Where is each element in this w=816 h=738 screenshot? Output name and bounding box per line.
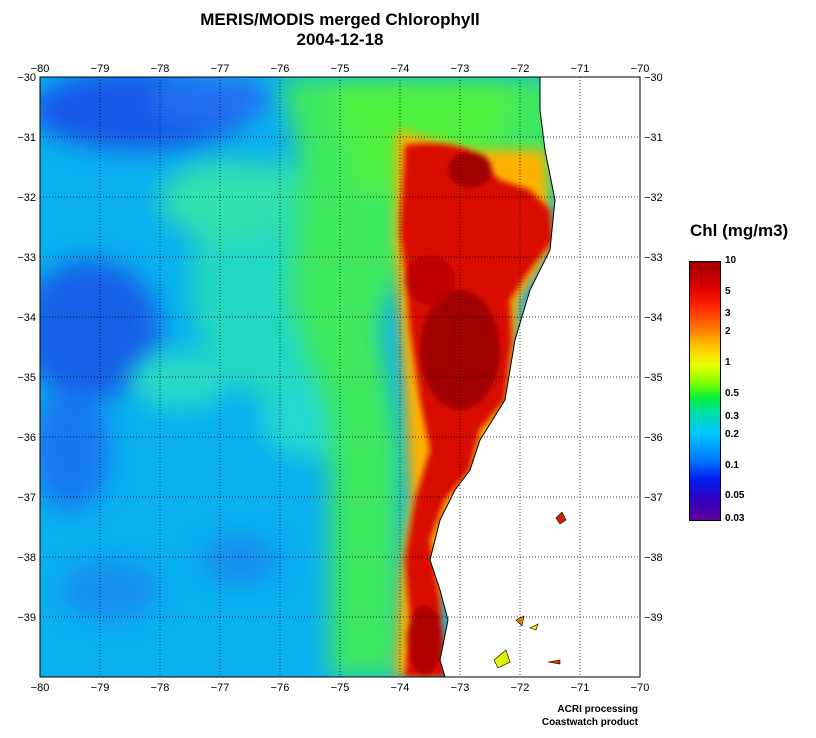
legend-title: Chl (mg/m3) <box>690 221 789 240</box>
lat-tick-left: −38 <box>17 552 36 564</box>
graticule <box>40 77 640 677</box>
lon-tick-bottom: −71 <box>571 682 590 694</box>
colorbar-label: 0.1 <box>725 459 739 471</box>
lat-tick-right: −33 <box>644 252 663 264</box>
colorbar-label: 0.05 <box>725 490 745 502</box>
lon-tick-top: −80 <box>31 63 50 75</box>
lon-tick-bottom: −78 <box>151 682 170 694</box>
lat-tick-right: −34 <box>644 312 663 324</box>
chlorophyll-field <box>40 77 640 677</box>
credit-product: Coastwatch product <box>541 717 638 728</box>
colorbar-label: 0.5 <box>725 388 739 400</box>
lon-tick-top: −75 <box>331 63 350 75</box>
lat-tick-left: −39 <box>17 612 36 624</box>
lon-tick-top: −74 <box>391 63 410 75</box>
lon-tick-bottom: −76 <box>271 682 290 694</box>
lat-tick-left: −31 <box>17 132 36 144</box>
lon-tick-top: −72 <box>511 63 530 75</box>
lat-tick-right: −39 <box>644 612 663 624</box>
map-date: 2004-12-18 <box>296 30 384 49</box>
lon-tick-bottom: −72 <box>511 682 530 694</box>
lon-tick-top: −79 <box>91 63 110 75</box>
colorbar-label: 1 <box>725 357 731 369</box>
lat-tick-right: −36 <box>644 432 663 444</box>
colorbar-label: 0.03 <box>725 513 745 524</box>
lon-tick-bottom: −70 <box>631 682 650 694</box>
map-title: MERIS/MODIS merged Chlorophyll <box>200 10 480 29</box>
lon-tick-top: −73 <box>451 63 470 75</box>
lat-tick-left: −36 <box>17 432 36 444</box>
colorbar-label: 0.2 <box>725 428 739 440</box>
lat-tick-left: −33 <box>17 252 36 264</box>
lat-tick-right: −37 <box>644 492 663 504</box>
lat-tick-right: −30 <box>644 72 663 84</box>
lon-tick-bottom: −73 <box>451 682 470 694</box>
credit-processing: ACRI processing <box>557 704 638 715</box>
lon-tick-top: −70 <box>631 63 650 75</box>
lon-tick-top: −78 <box>151 63 170 75</box>
lon-tick-bottom: −74 <box>391 682 410 694</box>
lon-tick-top: −76 <box>271 63 290 75</box>
colorbar-label: 2 <box>725 326 731 338</box>
colorbar-label: 10 <box>725 255 737 266</box>
lon-tick-bottom: −79 <box>91 682 110 694</box>
lon-tick-bottom: −75 <box>331 682 350 694</box>
lat-tick-right: −38 <box>644 552 663 564</box>
lat-tick-left: −32 <box>17 192 36 204</box>
lat-tick-left: −30 <box>17 72 36 84</box>
lon-tick-bottom: −80 <box>31 682 50 694</box>
lat-tick-right: −35 <box>644 372 663 384</box>
lon-tick-top: −71 <box>571 63 590 75</box>
lon-tick-bottom: −77 <box>211 682 230 694</box>
lat-tick-left: −37 <box>17 492 36 504</box>
lat-tick-left: −35 <box>17 372 36 384</box>
colorbar-label: 5 <box>725 285 731 297</box>
axis-ticks: −80 −80 −79 −79 −78 −78 −77 −77 −76 −76 −75 −75 −74 −… <box>17 63 662 694</box>
lat-tick-right: −32 <box>644 192 663 204</box>
colorbar <box>689 261 721 521</box>
lon-tick-top: −77 <box>211 63 230 75</box>
lat-tick-right: −31 <box>644 132 663 144</box>
colorbar-label: 0.3 <box>725 410 739 422</box>
lat-tick-left: −34 <box>17 312 36 324</box>
colorbar-label: 3 <box>725 308 731 320</box>
